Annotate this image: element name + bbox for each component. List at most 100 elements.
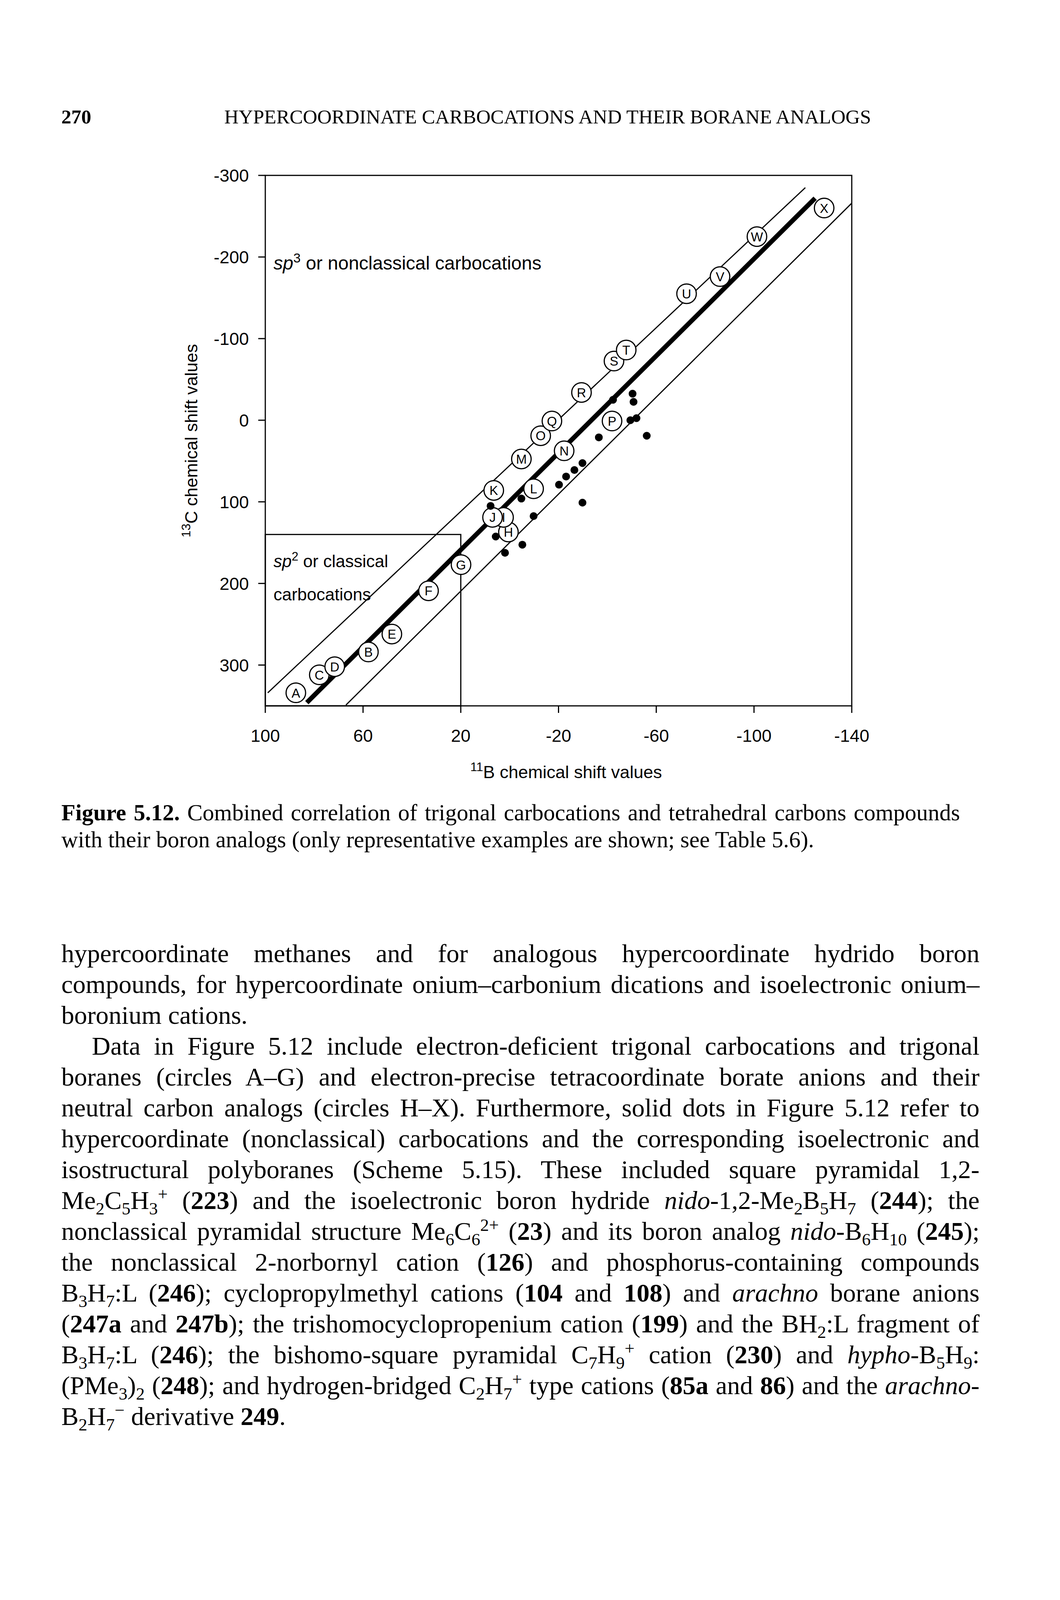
text-sup: 2+	[480, 1215, 499, 1236]
annotation: sp3 or nonclassical carbocations	[273, 250, 542, 274]
point-label: J	[489, 510, 496, 525]
text-run: -1,2-Me	[710, 1186, 794, 1215]
text-run: :L (	[114, 1340, 160, 1370]
text-run: ) and the isoelectronic boron hydride	[229, 1186, 665, 1215]
dot	[486, 502, 495, 510]
point-label: X	[819, 201, 829, 216]
labeled-point	[616, 340, 637, 360]
body-text: hypercoordinate methanes and for analogo…	[61, 938, 980, 1432]
text-run: )	[127, 1371, 136, 1400]
text-run: ) and its boron analog	[543, 1217, 791, 1246]
labeled-point	[523, 479, 544, 499]
labeled-point	[358, 642, 379, 662]
dot	[555, 480, 564, 489]
point-label: M	[516, 452, 528, 467]
text-b: Figure 5.12.	[61, 799, 180, 826]
text-b: 249	[240, 1402, 280, 1431]
labeled-point	[484, 480, 504, 501]
x-tick-label: -20	[545, 725, 572, 746]
text-run: C	[454, 1217, 472, 1246]
text-run: and	[562, 1278, 624, 1308]
dot	[501, 548, 510, 557]
point-label: T	[622, 343, 631, 358]
text-b: 244	[879, 1186, 918, 1215]
text-sup: +	[624, 1338, 635, 1359]
text-run: (	[906, 1217, 926, 1246]
dot	[491, 532, 500, 541]
text-run: (	[144, 1371, 161, 1400]
dot	[517, 494, 526, 503]
text-b: 247b	[175, 1309, 229, 1339]
point-labels: ABCDEFGHIJKLMNOPQRSTUVWX	[291, 201, 829, 701]
text-run: B	[802, 1186, 820, 1215]
y-tick	[258, 419, 266, 421]
point-label: E	[387, 627, 397, 642]
point-label: Q	[546, 414, 558, 429]
text-sub: 2	[817, 1322, 826, 1343]
y-tick-label: -100	[213, 328, 249, 349]
text-run: or nonclassical carbocations	[300, 252, 542, 274]
text-sub: 7	[105, 1353, 115, 1373]
y-tick	[258, 337, 266, 340]
dot	[529, 512, 538, 521]
dot	[518, 540, 527, 549]
point-label: U	[681, 286, 692, 302]
labeled-point	[747, 227, 767, 247]
plot-data	[267, 187, 852, 706]
point-label: I	[501, 510, 506, 525]
text-run: ); the bishomo-square pyramidal C	[198, 1340, 589, 1370]
text-run: hypercoordinate methanes and for analogo…	[61, 939, 980, 1030]
text-sup: 11	[470, 759, 484, 774]
text-sub: 7	[588, 1353, 598, 1373]
text-sup: 3	[293, 250, 301, 266]
text-sub: 7	[503, 1384, 512, 1404]
text-run: (	[167, 1186, 191, 1215]
text-run: derivative	[124, 1402, 241, 1431]
x-tick	[851, 706, 853, 714]
annotation: sp2 or classical	[273, 549, 388, 572]
labeled-point	[710, 266, 730, 287]
correlation-line	[267, 187, 806, 693]
text-sub: 3	[149, 1199, 158, 1219]
correlation-line	[345, 203, 852, 706]
text-i: nido	[664, 1186, 710, 1215]
text-sup: +	[157, 1184, 168, 1205]
text-run: cation (	[634, 1340, 735, 1370]
labeled-point	[286, 683, 306, 703]
text-run: H	[87, 1278, 106, 1308]
caption: Figure 5.12. Combined correlation of tri…	[61, 799, 960, 854]
text-b: 86	[760, 1371, 787, 1400]
point-label: R	[576, 385, 587, 401]
text-run: H	[828, 1186, 848, 1215]
text-b: 245	[925, 1217, 964, 1246]
text-sub: 2	[475, 1384, 485, 1404]
annotation: carbocations	[273, 584, 371, 605]
text-i: arachno	[732, 1278, 819, 1308]
text-sub: 2	[135, 1384, 145, 1404]
text-b: 23	[517, 1217, 544, 1246]
text-sub: 9	[615, 1353, 625, 1373]
dot	[578, 459, 587, 467]
text-sub: 5	[121, 1199, 131, 1219]
text-i: arachno	[884, 1371, 971, 1400]
text-run: H	[87, 1340, 106, 1370]
text-run: -B	[836, 1217, 862, 1246]
x-tick	[264, 706, 267, 714]
text-b: 108	[623, 1278, 663, 1308]
point-label: B	[364, 645, 373, 660]
text-sup: +	[512, 1369, 522, 1390]
y-axis-label: 13C chemical shift values	[178, 343, 202, 538]
text-run: carbocations	[273, 584, 371, 605]
text-sub: 2	[793, 1199, 803, 1219]
text-sup: 13	[178, 523, 194, 538]
text-run: H	[945, 1340, 964, 1370]
text-run: and	[708, 1371, 760, 1400]
point-label: A	[291, 686, 301, 701]
labeled-point	[676, 284, 697, 304]
labeled-point	[418, 580, 439, 601]
plot-frame	[265, 175, 852, 707]
labeled-point	[382, 624, 402, 644]
point-label: N	[559, 443, 569, 459]
dot	[595, 433, 603, 442]
labeled-point	[511, 449, 531, 469]
